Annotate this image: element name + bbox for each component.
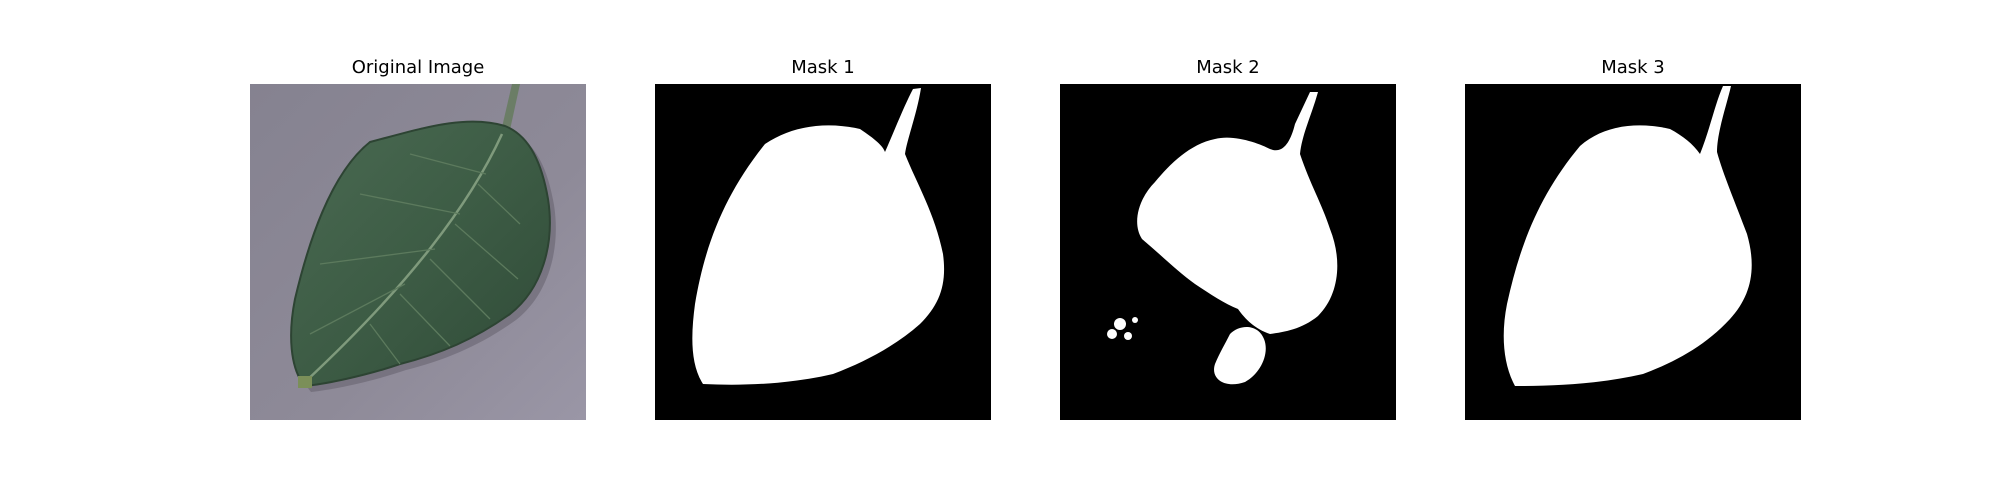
panel-title: Mask 1 bbox=[791, 57, 855, 78]
panel-title: Original Image bbox=[351, 57, 485, 78]
panel-title: Mask 3 bbox=[1601, 57, 1665, 78]
panel-title: Mask 2 bbox=[1196, 57, 1260, 78]
panel-mask-1: Mask 1 bbox=[655, 0, 991, 500]
original-leaf-photo bbox=[250, 84, 586, 420]
mask-3-image bbox=[1465, 84, 1801, 420]
mask-2-image bbox=[1060, 84, 1396, 420]
panel-mask-2: Mask 2 bbox=[1060, 0, 1396, 500]
panel-mask-3: Mask 3 bbox=[1465, 0, 1801, 500]
mask-1-image bbox=[655, 84, 991, 420]
panel-original-image: Original Image bbox=[250, 0, 586, 500]
